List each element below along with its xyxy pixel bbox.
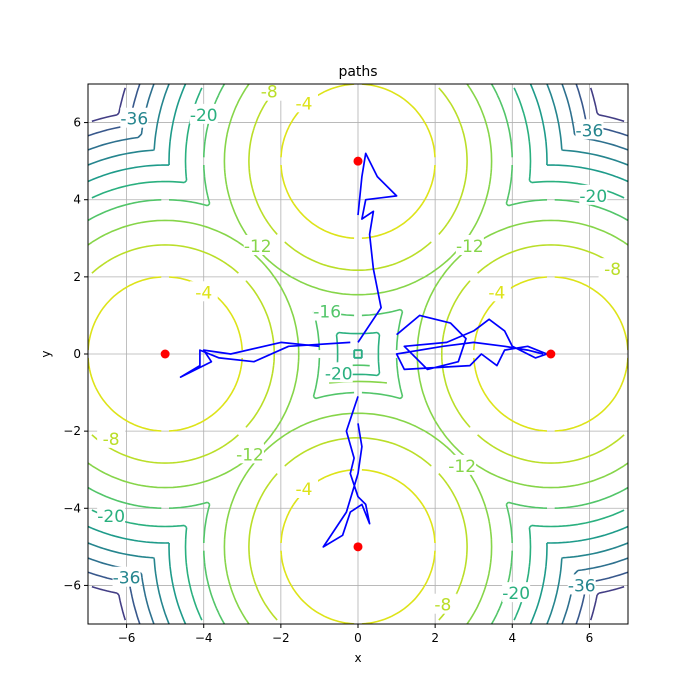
markers xyxy=(160,156,556,552)
contour-level-4 xyxy=(88,84,628,624)
contour-label: -20 xyxy=(190,106,218,126)
x-tick-label: −2 xyxy=(272,631,290,645)
contour-label-bg xyxy=(189,281,218,302)
y-tick-label: 4 xyxy=(73,193,81,207)
contour-label-bg xyxy=(598,258,627,279)
contour-label: -4 xyxy=(488,283,505,303)
contour-label: -36 xyxy=(576,121,604,141)
contour-label: -36 xyxy=(113,569,141,589)
contour-label: -8 xyxy=(261,83,278,103)
contour-label: -20 xyxy=(97,507,125,527)
x-axis-label: x xyxy=(354,651,361,665)
path-series-0 xyxy=(357,152,398,343)
contour-label: -12 xyxy=(244,237,272,257)
contour-label-bg xyxy=(236,443,264,464)
contour-level-20 xyxy=(91,87,625,621)
contour-label-bg xyxy=(502,582,531,603)
minimum-point xyxy=(353,542,363,552)
contour-label-bg xyxy=(575,119,604,140)
y-tick-label: 2 xyxy=(73,270,81,284)
y-tick-label: −4 xyxy=(63,501,81,515)
contour-labels: -4 -4 -4 -4 -8 -8 -8 -8 -12 -12 -12 -12 -16 -20 -20 -20… xyxy=(97,83,627,616)
paths xyxy=(179,152,548,548)
contour-label-bg xyxy=(120,107,149,128)
y-tick-label: 6 xyxy=(73,116,81,130)
contour-label: -16 xyxy=(313,303,341,323)
contour-label: -8 xyxy=(434,596,451,616)
contour-label: -12 xyxy=(448,457,476,477)
path-series-1 xyxy=(179,341,351,378)
contour-label: -12 xyxy=(456,237,484,257)
contour-label-bg xyxy=(579,184,608,205)
contour-label-bg xyxy=(313,300,342,321)
contour-label-bg xyxy=(255,84,284,101)
contour-label-bg xyxy=(243,235,272,255)
contour-label: -36 xyxy=(568,576,596,596)
contour-label: -4 xyxy=(195,283,212,303)
contour-label: -20 xyxy=(502,584,530,604)
y-axis-label: y xyxy=(39,350,53,357)
contour-level-32 xyxy=(88,84,628,624)
contour-label-bg xyxy=(112,566,141,587)
contour-label-bg xyxy=(324,362,353,383)
y-tick-label: −2 xyxy=(63,424,81,438)
contour-level-8 xyxy=(91,87,625,621)
contour-label: -4 xyxy=(296,480,313,500)
contour-label-bg xyxy=(455,235,484,255)
y-axis-ticks: −6 −4 −2 0 2 4 6 xyxy=(63,116,88,592)
x-tick-label: 6 xyxy=(586,631,594,645)
contour-label-bg xyxy=(448,454,477,475)
x-tick-label: −4 xyxy=(195,631,213,645)
contour-label-bg xyxy=(482,281,511,302)
x-tick-label: −6 xyxy=(118,631,136,645)
contour-label: -12 xyxy=(236,445,264,465)
y-tick-label: 0 xyxy=(73,347,81,361)
path-series-3 xyxy=(322,396,371,548)
contour-label: -8 xyxy=(604,260,621,280)
contour-label-bg xyxy=(428,593,457,614)
path-series-2 xyxy=(395,314,548,371)
y-tick-label: −6 xyxy=(63,578,81,592)
contour-label-bg xyxy=(290,92,318,113)
contour-level-24 xyxy=(88,84,628,624)
chart-title: paths xyxy=(338,64,377,80)
contour-level-28 xyxy=(88,84,628,624)
contour-level-12 xyxy=(88,84,628,624)
contour-label-bg xyxy=(567,574,596,595)
minimum-point xyxy=(546,349,556,359)
contour-label: -20 xyxy=(325,364,353,384)
x-axis-ticks: −6 −4 −2 0 2 4 6 xyxy=(118,624,594,645)
contour-level-40 xyxy=(91,87,625,621)
minimum-point xyxy=(353,156,363,166)
contour-center xyxy=(329,380,387,384)
contour-label: -4 xyxy=(296,94,313,114)
contour-label-bg xyxy=(290,478,318,498)
contour-label: -36 xyxy=(120,110,148,130)
x-tick-label: 4 xyxy=(508,631,516,645)
minimum-point xyxy=(160,349,170,359)
contour-label-bg xyxy=(97,505,126,525)
contour-label: -20 xyxy=(579,187,607,207)
contour-label-bg xyxy=(97,427,126,448)
contour-label-bg xyxy=(189,103,218,124)
contour-label: -8 xyxy=(103,430,120,450)
x-tick-label: 0 xyxy=(354,631,362,645)
start-point xyxy=(353,349,363,359)
x-tick-label: 2 xyxy=(431,631,439,645)
